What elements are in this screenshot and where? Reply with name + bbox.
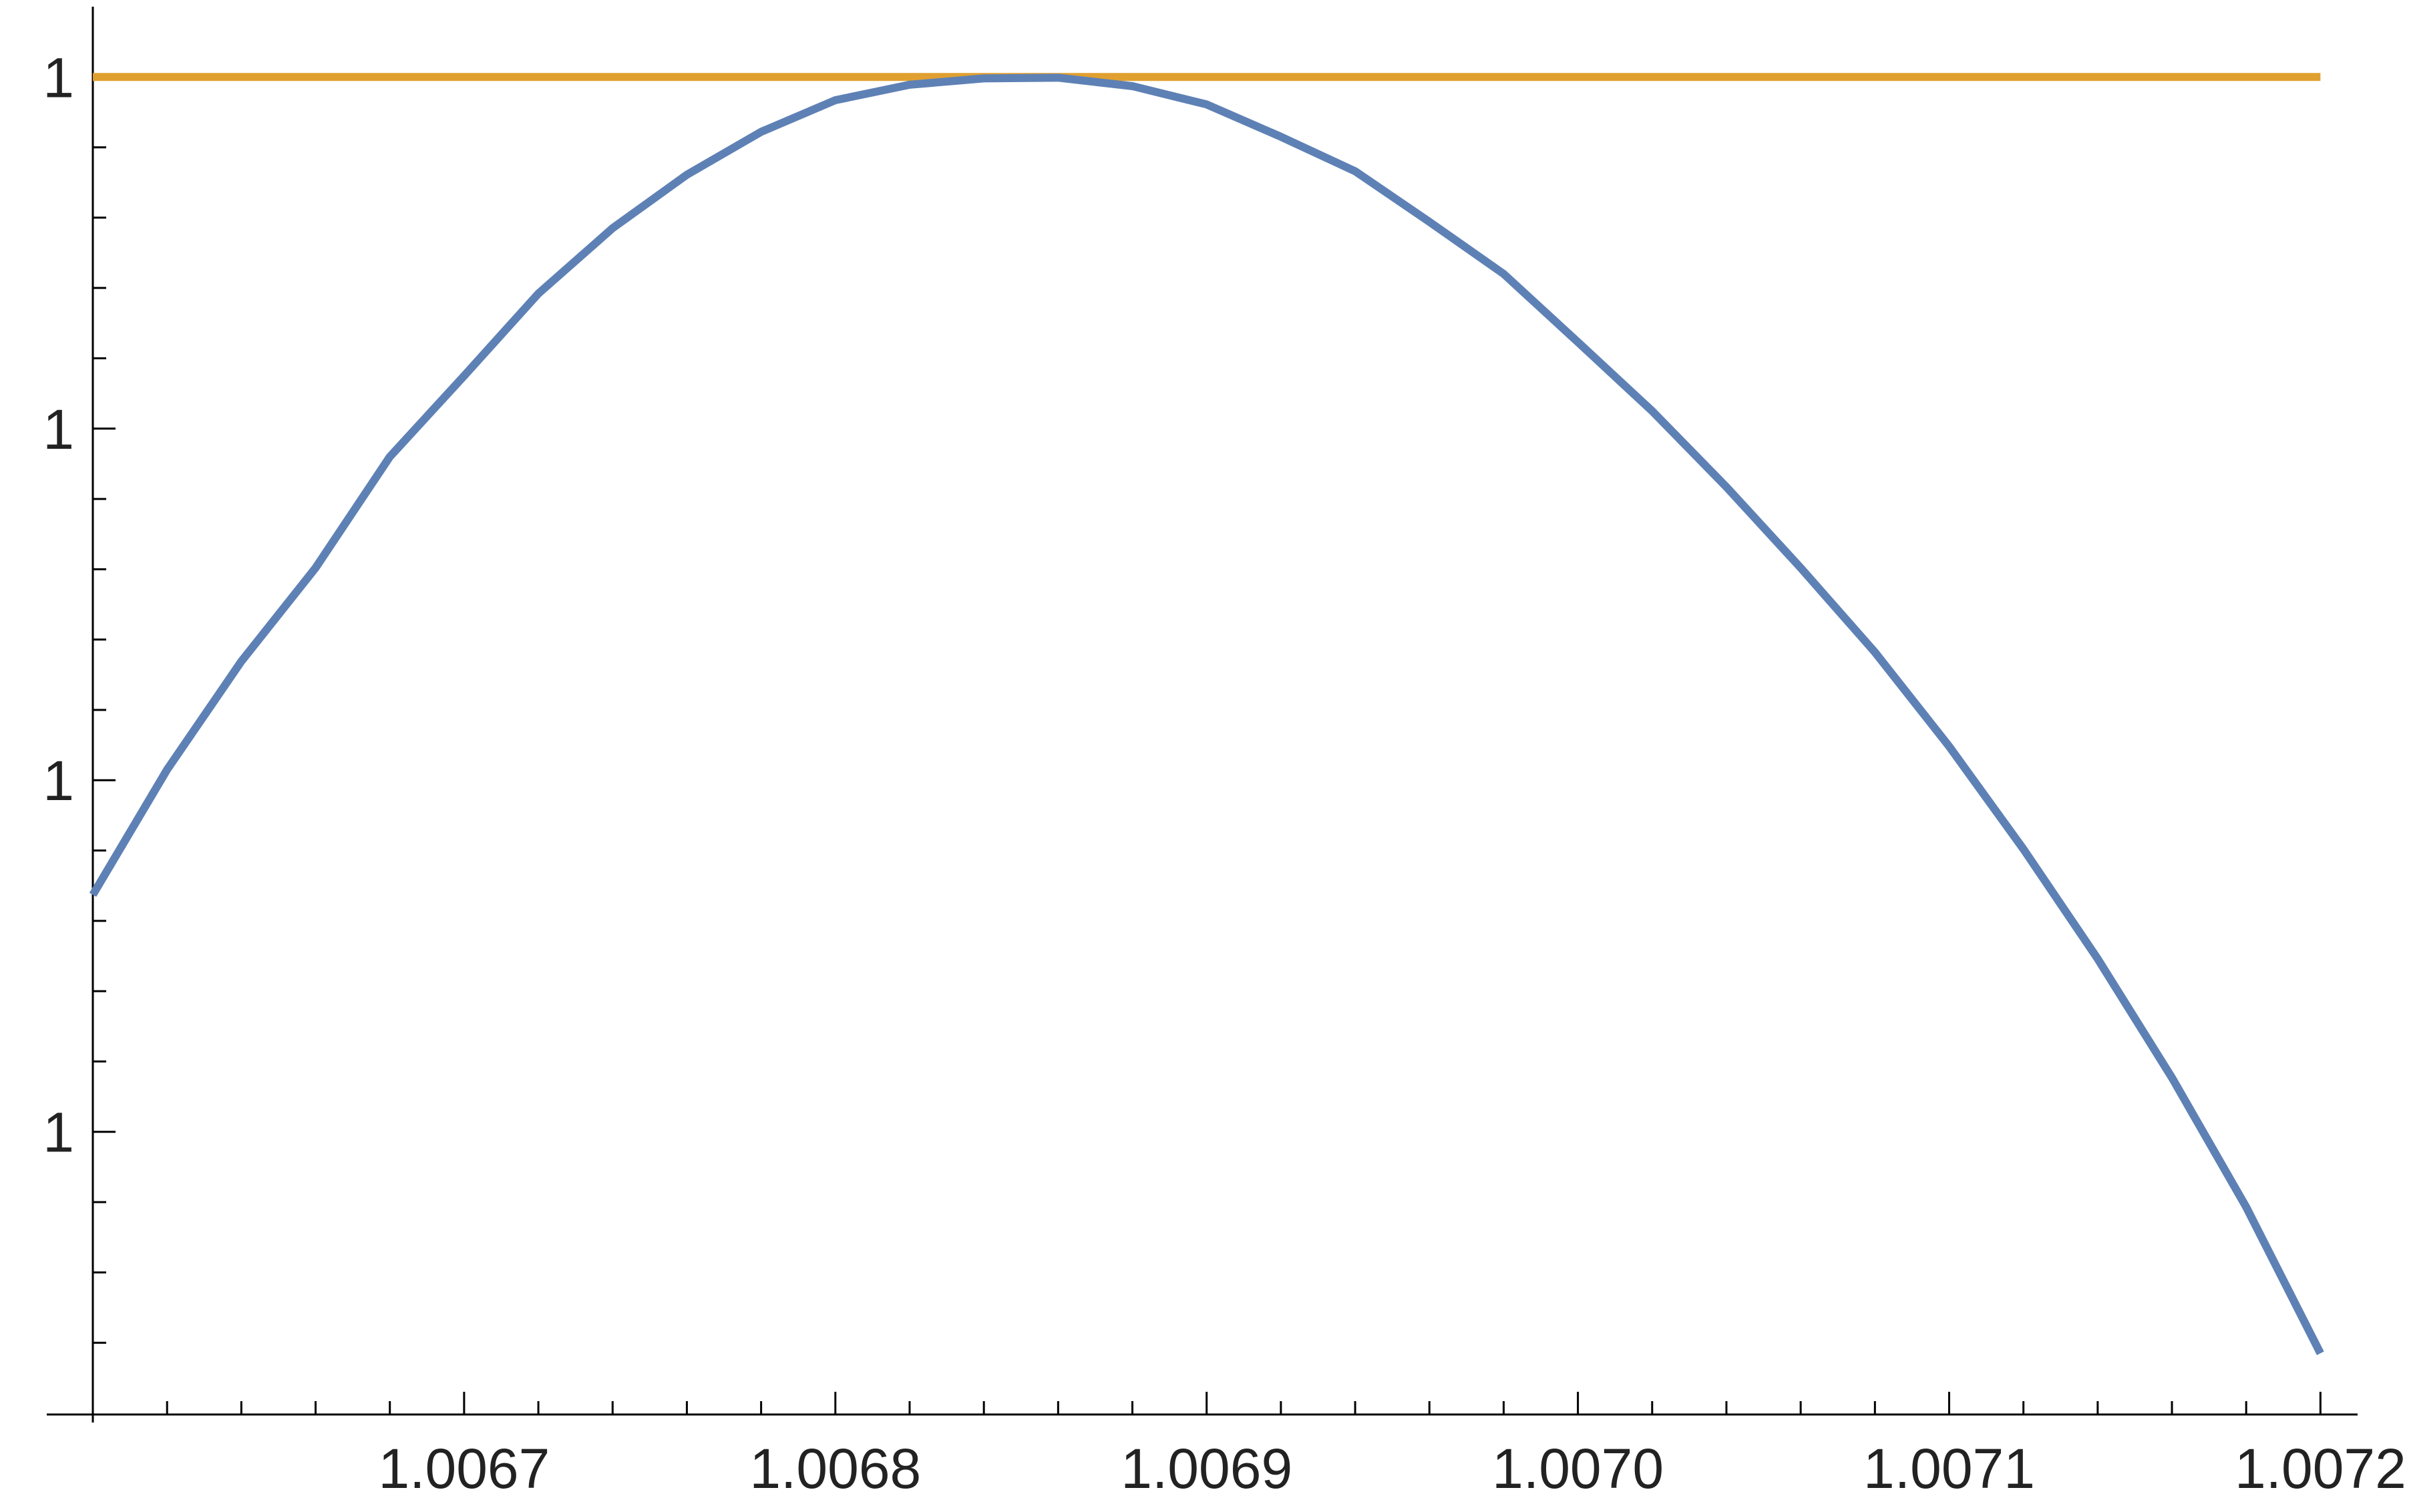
x-tick-label: 1.0072: [2235, 1437, 2406, 1500]
x-tick-label: 1.0070: [1492, 1437, 1664, 1500]
series-line: [89, 73, 2324, 1356]
y-tick-label: 1: [43, 1101, 74, 1164]
x-tick-label: 1.0071: [1863, 1437, 2035, 1500]
y-tick-label: 1: [43, 749, 74, 812]
x-tick-label: 1.0067: [378, 1437, 550, 1500]
y-tick-label: 1: [43, 46, 74, 109]
y-tick-label: 1: [43, 398, 74, 461]
x-tick-label: 1.0068: [749, 1437, 921, 1500]
x-tick-label: 1.0069: [1121, 1437, 1292, 1500]
